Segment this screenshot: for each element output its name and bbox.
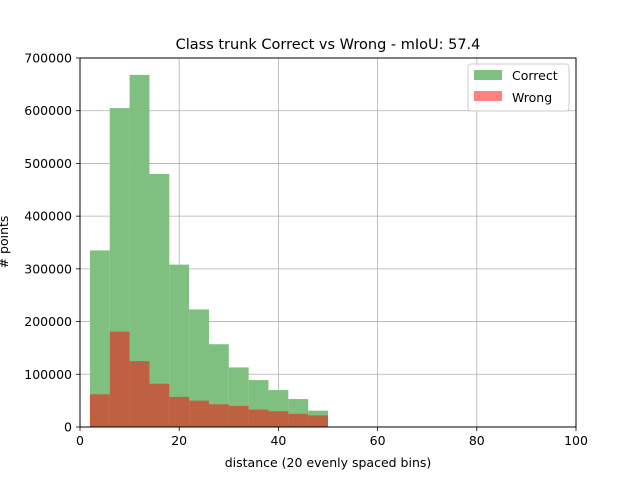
y-tick-label: 400000 [24, 209, 72, 224]
y-tick-label: 600000 [24, 103, 72, 118]
y-tick-label: 200000 [24, 314, 72, 329]
y-axis-ticks: 0 100000 200000 300000 400000 500000 600000 700… [24, 51, 80, 435]
x-tick-label: 20 [171, 433, 187, 448]
y-tick-label: 500000 [24, 156, 72, 171]
bar-wrong [208, 404, 229, 427]
bar-correct [189, 309, 209, 427]
y-tick-label: 0 [64, 420, 72, 435]
legend-swatch-wrong [474, 91, 502, 101]
bars [89, 74, 328, 428]
bar-wrong [189, 400, 209, 427]
x-axis-ticks: 0 20 40 60 80 100 [76, 427, 588, 448]
bar-correct [169, 264, 190, 427]
bar-wrong [288, 413, 309, 427]
bar-wrong [149, 383, 170, 427]
bar-wrong [169, 396, 190, 427]
y-tick-label: 100000 [24, 367, 72, 382]
bar-wrong [308, 415, 328, 427]
x-tick-label: 60 [370, 433, 386, 448]
bar-wrong [248, 409, 269, 427]
legend: Correct Wrong [467, 63, 570, 112]
x-tick-label: 80 [469, 433, 485, 448]
y-tick-label: 700000 [24, 51, 72, 66]
legend-swatch-correct [474, 70, 502, 80]
y-axis-label: # points [0, 216, 11, 269]
legend-label-correct: Correct [512, 68, 558, 83]
x-tick-label: 100 [564, 433, 588, 448]
x-tick-label: 0 [76, 433, 84, 448]
chart-title: Class trunk Correct vs Wrong - mIoU: 57.… [176, 37, 481, 53]
bar-wrong [129, 361, 150, 427]
legend-label-wrong: Wrong [512, 90, 552, 105]
bar-wrong [89, 394, 110, 427]
bar-wrong [228, 405, 249, 427]
bar-wrong [268, 411, 289, 427]
y-tick-label: 300000 [24, 261, 72, 276]
x-tick-label: 40 [270, 433, 286, 448]
bar-correct [149, 173, 170, 427]
bar-correct [89, 250, 110, 427]
bar-correct [129, 74, 150, 428]
bar-wrong [109, 331, 130, 427]
plot-frame [79, 57, 577, 428]
x-axis-label: distance (20 evenly spaced bins) [225, 455, 432, 470]
